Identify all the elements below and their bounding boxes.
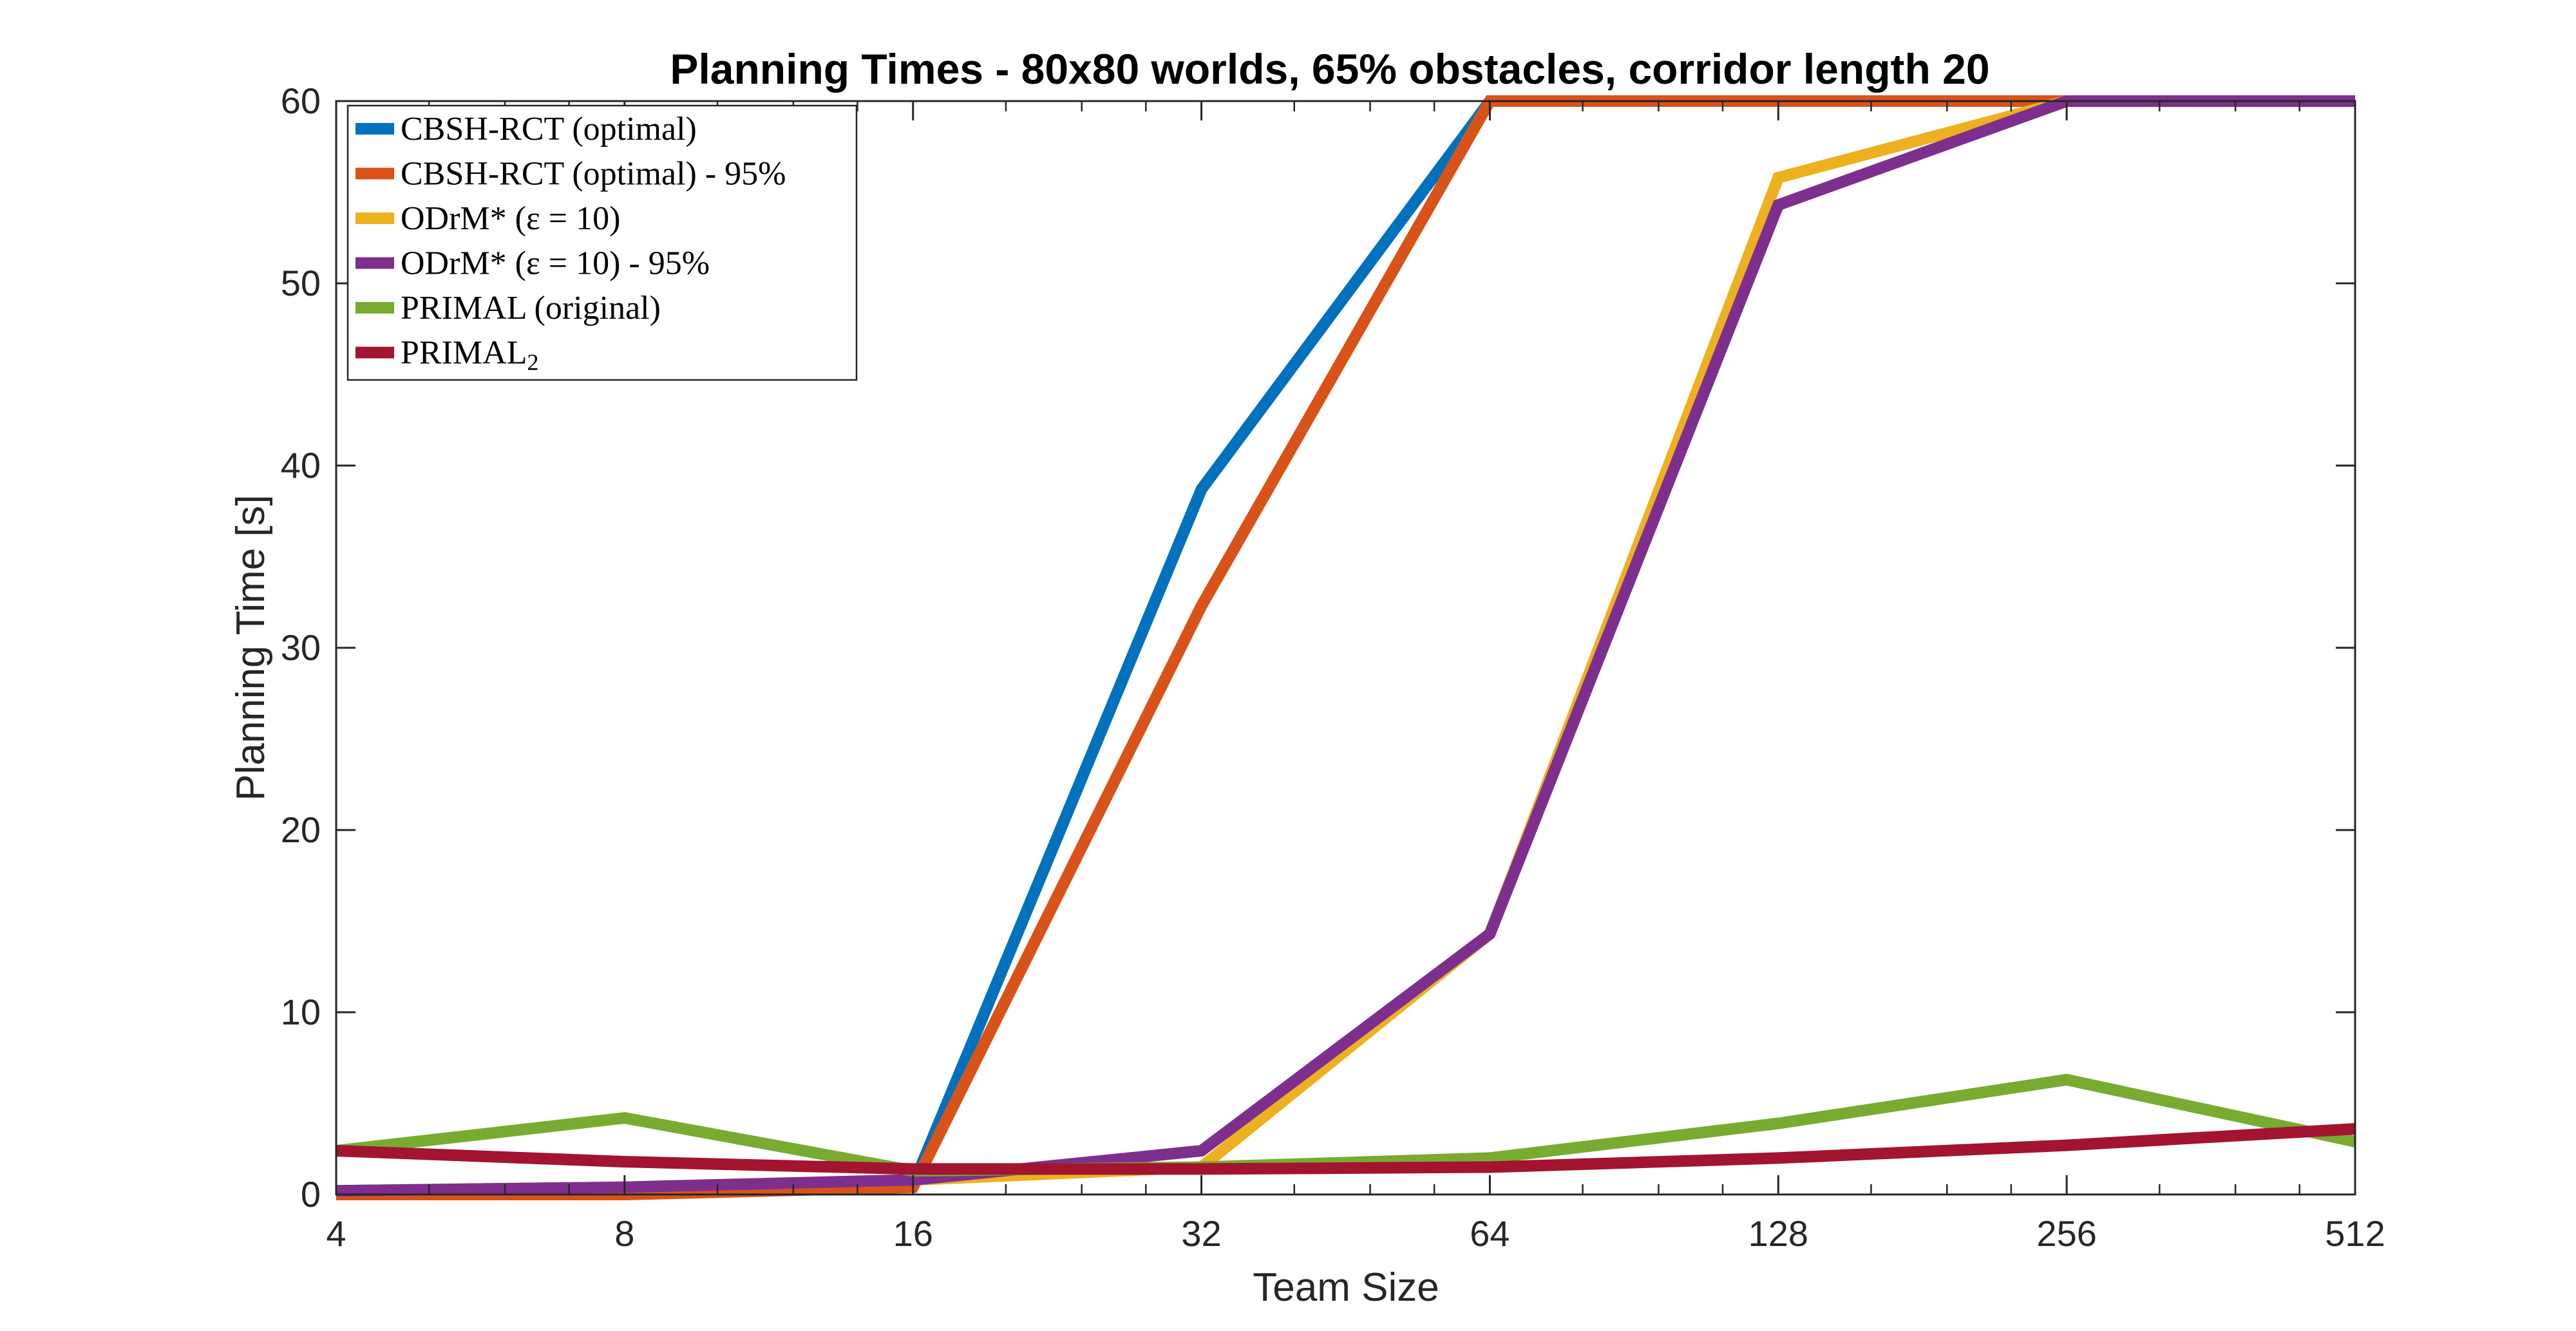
series-line-5 <box>336 1123 2356 1175</box>
y-tick-label: 50 <box>281 263 321 303</box>
x-tick-label: 16 <box>893 1213 933 1254</box>
y-axis-ticks: 0 10 20 30 40 50 60 <box>281 80 2355 1214</box>
y-tick-label: 0 <box>301 1174 321 1214</box>
legend-label-3: ODrM* (ε = 10) - 95% <box>401 245 710 282</box>
y-axis-label: Planning Time [s] <box>229 495 273 801</box>
x-tick-label: 256 <box>2036 1213 2096 1254</box>
y-tick-label: 60 <box>281 80 321 121</box>
chart-title: Planning Times - 80x80 worlds, 65% obsta… <box>670 45 1989 93</box>
legend-label-4: PRIMAL (original) <box>401 290 661 326</box>
x-tick-label: 32 <box>1181 1213 1221 1254</box>
x-tick-label: 4 <box>326 1213 346 1254</box>
legend-label-subscript: 2 <box>527 350 538 375</box>
x-axis-label: Team Size <box>1253 1265 1439 1310</box>
y-tick-label: 30 <box>281 627 321 668</box>
legend-label-5: PRIMAL2 <box>401 335 538 375</box>
y-tick-label: 40 <box>281 445 321 486</box>
y-tick-label: 10 <box>281 992 321 1032</box>
x-tick-label: 8 <box>614 1213 634 1254</box>
legend-label-2: ODrM* (ε = 10) <box>401 200 620 237</box>
legend-box <box>346 104 858 381</box>
legend-label-1: CBSH-RCT (optimal) - 95% <box>401 156 786 193</box>
legend: CBSH-RCT (optimal) CBSH-RCT (optimal) - 9… <box>346 104 858 381</box>
y-tick-label: 20 <box>281 809 321 850</box>
series-lines <box>335 95 2356 1200</box>
series-line-3 <box>336 95 2355 1197</box>
legend-label-0: CBSH-RCT (optimal) <box>401 111 697 147</box>
x-tick-label: 128 <box>1748 1213 1808 1254</box>
x-tick-label: 512 <box>2325 1213 2385 1254</box>
x-tick-label: 64 <box>1470 1213 1510 1254</box>
